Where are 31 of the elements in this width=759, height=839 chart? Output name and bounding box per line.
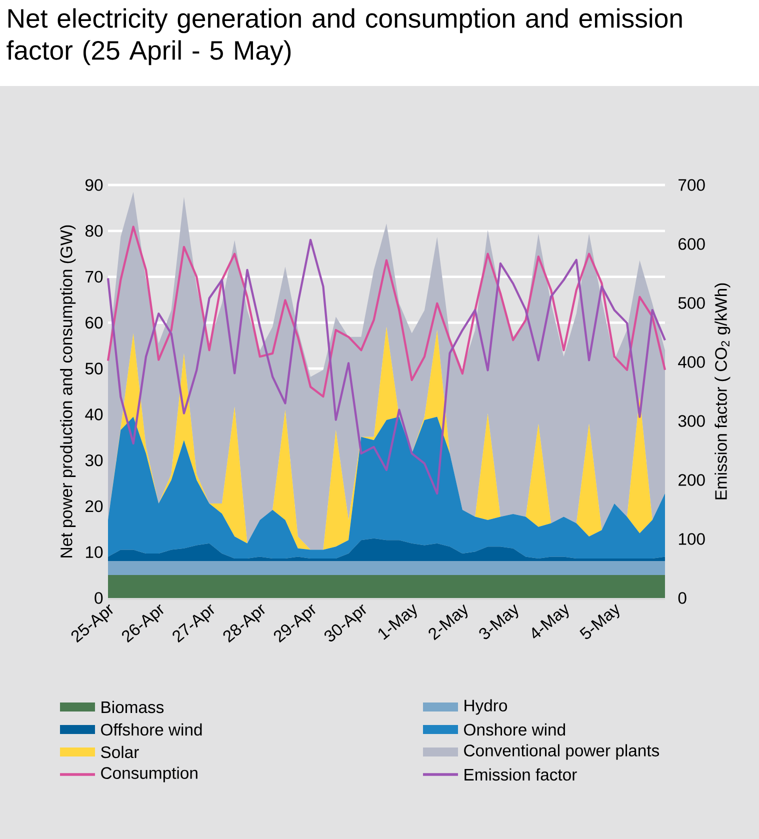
- y-tick-label: 0: [94, 592, 103, 604]
- legend-label: Solar: [101, 746, 139, 758]
- y2-tick-label: 200: [678, 474, 705, 486]
- line-series: [106, 238, 666, 495]
- y-tick-label: 10: [86, 546, 103, 558]
- y-tick-label: 60: [86, 316, 103, 329]
- y2-tick-label: 100: [678, 533, 705, 545]
- y2-tick-label: 400: [678, 356, 705, 368]
- chart-title: Net electricity generation and consumption and emission factor (25 April - 5 May): [6, 8, 682, 66]
- y2-tick-label: 700: [678, 179, 705, 191]
- y-tick-label: 30: [85, 454, 103, 466]
- y2-tick-label: 300: [678, 415, 705, 427]
- y2-tick-label: 600: [678, 238, 705, 250]
- y2-tick-label: 500: [678, 297, 705, 309]
- y-tick-label: 90: [86, 179, 103, 191]
- y-tick-label: 80: [85, 225, 103, 237]
- y2-axis-title: Emission factor ( CO$_{2}$ g/kWh): [714, 283, 730, 500]
- legend-label: Onshore wind: [464, 723, 565, 736]
- legend-label: Emission factor: [464, 768, 577, 781]
- legend-label: Offshore wind: [101, 723, 202, 736]
- y-tick-label: 40: [85, 408, 103, 420]
- legend-label: Hydro: [464, 699, 508, 715]
- y-axis-title: Net power production and consumption (GW): [60, 225, 76, 558]
- y-tick-label: 50: [85, 362, 103, 374]
- y-tick-label: 20: [86, 500, 103, 512]
- y-tick-label: 70: [86, 270, 103, 283]
- line-series: [106, 226, 666, 398]
- legend-label: Consumption: [101, 766, 198, 782]
- y2-tick-label: 0: [678, 592, 686, 604]
- legend-label: Biomass: [102, 700, 164, 714]
- legend-label: Conventional power plants: [464, 744, 660, 760]
